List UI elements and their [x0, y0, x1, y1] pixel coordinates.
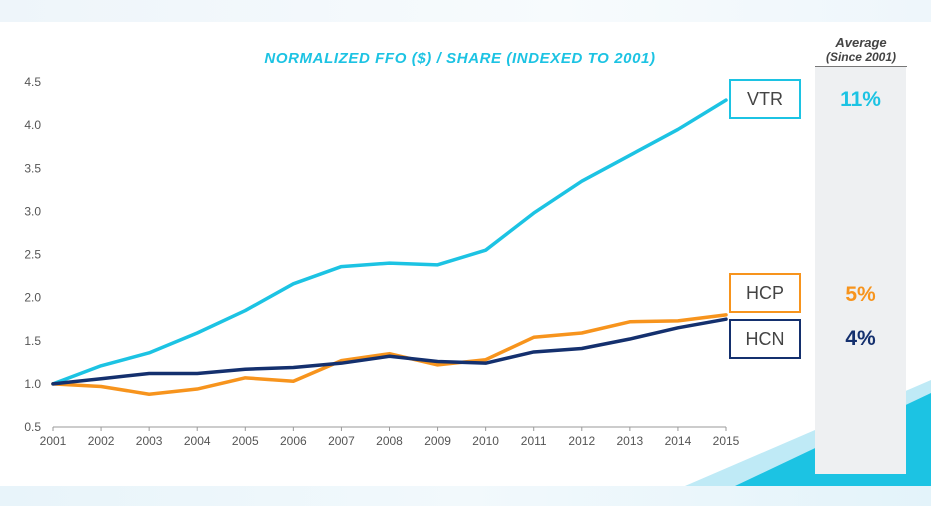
x-tick-label: 2013	[617, 434, 644, 448]
x-tick-label: 2012	[568, 434, 595, 448]
bottom-band	[0, 486, 931, 506]
y-tick-label: 4.5	[24, 75, 41, 89]
x-tick-label: 2001	[40, 434, 67, 448]
series-line-hcp	[51, 313, 728, 396]
x-tick-label: 2003	[136, 434, 163, 448]
average-value-hcn: 4%	[845, 327, 876, 350]
top-band	[0, 0, 931, 22]
x-tick-label: 2010	[472, 434, 499, 448]
y-tick-label: 4.0	[24, 118, 41, 132]
y-tick-label: 2.0	[24, 291, 41, 305]
average-title: Average	[835, 35, 887, 50]
average-column	[815, 66, 906, 474]
series-line-vtr	[51, 98, 728, 386]
series-line-hcn	[51, 317, 728, 386]
x-tick-label: 2005	[232, 434, 259, 448]
y-tick-label: 3.5	[24, 161, 41, 175]
legend-box-hcn: HCN	[729, 319, 801, 359]
y-tick-label: 1.0	[24, 377, 41, 391]
x-tick-label: 2004	[184, 434, 211, 448]
chart-title: NORMALIZED FFO ($) / SHARE (INDEXED TO 2…	[264, 50, 656, 67]
y-tick-label: 1.5	[24, 334, 41, 348]
x-tick-label: 2002	[88, 434, 115, 448]
x-tick-label: 2015	[713, 434, 740, 448]
y-tick-label: 3.0	[24, 204, 41, 218]
average-value-vtr: 11%	[840, 88, 881, 111]
average-subtitle: (Since 2001)	[825, 50, 897, 64]
legend-box-hcp: HCP	[729, 273, 801, 313]
x-tick-label: 2007	[328, 434, 355, 448]
average-rule	[815, 66, 907, 67]
x-tick-label: 2008	[376, 434, 403, 448]
average-header: Average (Since 2001)	[808, 36, 914, 67]
y-tick-label: 0.5	[24, 420, 41, 434]
x-tick-label: 2006	[280, 434, 307, 448]
y-tick-label: 2.5	[24, 248, 41, 262]
x-tick-label: 2011	[521, 434, 547, 448]
x-tick-label: 2009	[424, 434, 451, 448]
average-value-hcp: 5%	[845, 283, 876, 306]
legend-box-vtr: VTR	[729, 79, 801, 119]
x-tick-label: 2014	[665, 434, 692, 448]
